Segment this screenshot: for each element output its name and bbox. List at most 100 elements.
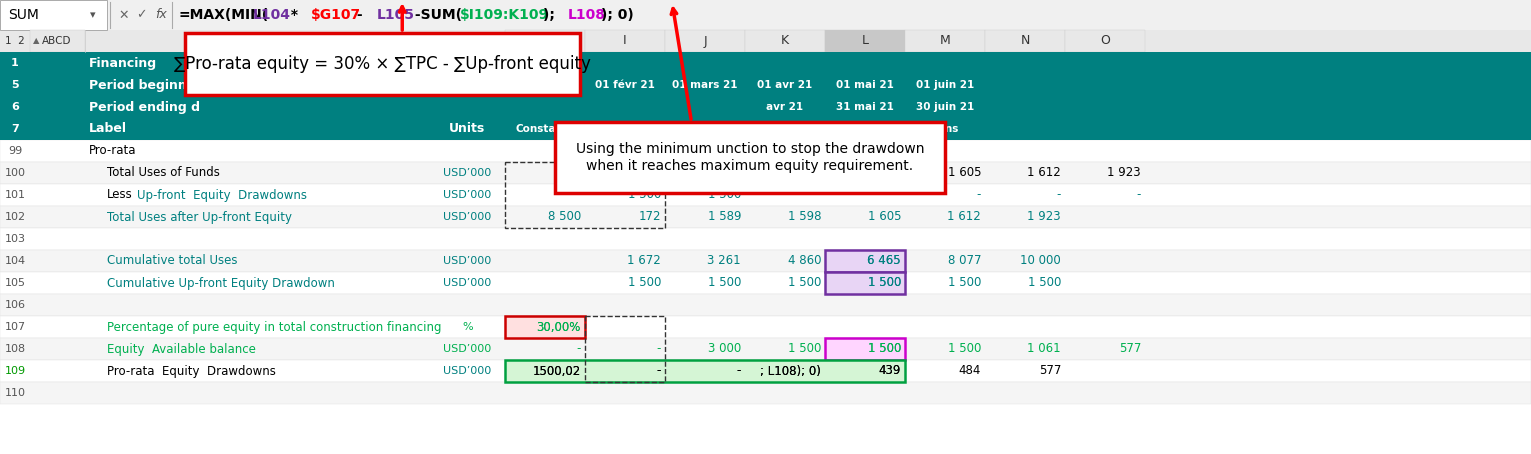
Text: -: - [657,365,661,377]
Text: 1 923: 1 923 [1027,211,1061,223]
Bar [505,162,664,228]
Bar [585,30,664,52]
Text: J: J [703,35,707,48]
Bar [0,316,1531,338]
Text: ✕: ✕ [118,9,129,21]
Text: ▲: ▲ [34,36,40,45]
Text: 104: 104 [5,256,26,266]
Text: 100: 100 [5,168,26,178]
Text: 108: 108 [5,344,26,354]
Text: ∑Pro-rata equity = 30% × ∑TPC - ∑Up-front equity: ∑Pro-rata equity = 30% × ∑TPC - ∑Up-fron… [175,55,591,73]
Text: fx: fx [155,9,167,21]
Text: ; L108); 0): ; L108); 0) [759,365,821,377]
Text: ); 0): ); 0) [602,8,634,22]
Text: Up-front  Equity  Drawdowns: Up-front Equity Drawdowns [136,188,308,202]
Text: 01 juin 21: 01 juin 21 [916,80,974,90]
Text: 109: 109 [5,366,26,376]
Text: 439: 439 [879,365,902,377]
Text: 6 465: 6 465 [868,255,902,267]
Text: 1500,02: 1500,02 [533,365,580,377]
Text: I: I [623,35,626,48]
Text: 577: 577 [1038,365,1061,377]
Text: M: M [940,35,951,48]
Text: Constants: Constants [516,124,574,134]
Text: %: % [462,322,473,332]
Text: 01 mai 21: 01 mai 21 [836,80,894,90]
Bar [984,30,1066,52]
Text: ns: ns [778,124,792,134]
Text: 1 923: 1 923 [1107,167,1141,179]
Text: USD’000: USD’000 [444,190,491,200]
Text: -: - [352,8,367,22]
Text: -: - [977,188,981,202]
Bar [0,206,1531,228]
Bar [0,338,1531,360]
Text: ABCD: ABCD [41,36,72,46]
Text: 01 févr 21: 01 févr 21 [596,80,655,90]
Text: 01 avr 21: 01 avr 21 [758,80,813,90]
Text: 10 000: 10 000 [1020,255,1061,267]
Text: Percentage of pure equity in total construction financing: Percentage of pure equity in total const… [107,321,441,334]
Text: N: N [1020,35,1030,48]
Text: 1 500: 1 500 [868,276,902,290]
Bar [825,30,905,52]
Text: -: - [816,188,821,202]
Text: );: ); [544,8,560,22]
Text: 30,00%: 30,00% [537,321,580,334]
Text: 105: 105 [5,278,26,288]
Text: Cons: Cons [851,124,879,134]
Text: 1 061: 1 061 [1027,342,1061,355]
Bar [0,118,1531,140]
Text: =MAX(MIN(: =MAX(MIN( [178,8,268,22]
Text: Cumulative total Uses: Cumulative total Uses [107,255,237,267]
Text: Period ending d: Period ending d [89,100,201,114]
Text: USD’000: USD’000 [444,344,491,354]
Bar [0,250,1531,272]
Text: 01 janv 21: 01 janv 21 [514,80,576,90]
Bar [0,360,1531,382]
Bar [0,0,1531,30]
Bar [585,316,664,382]
Text: 1 605: 1 605 [948,167,981,179]
Text: 1 500: 1 500 [868,342,902,355]
Text: -: - [736,365,741,377]
Bar [0,0,107,30]
Text: Cons: Cons [931,124,960,134]
Text: 1 500: 1 500 [628,276,661,290]
Text: L104: L104 [253,8,291,22]
Text: Less: Less [107,188,133,202]
Text: 172: 172 [638,211,661,223]
Text: -SUM(: -SUM( [410,8,462,22]
Text: 1 612: 1 612 [948,211,981,223]
Text: 102: 102 [5,212,26,222]
Text: Financing: Financing [89,56,158,69]
Text: Equity  Available balance: Equity Available balance [107,342,256,355]
Text: USD’000: USD’000 [444,366,491,376]
Text: Label: Label [89,123,127,135]
Text: Pro-rata  Equity  Drawdowns: Pro-rata Equity Drawdowns [107,365,276,377]
Text: 1 500: 1 500 [787,276,821,290]
Text: $I109:K109: $I109:K109 [461,8,550,22]
Text: 8 500: 8 500 [548,211,580,223]
Text: 31 mai 21: 31 mai 21 [836,102,894,112]
Text: 30,00%: 30,00% [537,321,580,334]
Text: ▾: ▾ [90,10,95,20]
Text: SUM: SUM [8,8,38,22]
Text: USD’000: USD’000 [444,212,491,222]
FancyBboxPatch shape [556,122,945,193]
Text: 110: 110 [5,388,26,398]
Text: avr 21: avr 21 [767,102,804,112]
Text: 01 mars 21: 01 mars 21 [672,80,738,90]
FancyBboxPatch shape [185,33,580,95]
Text: 99: 99 [8,146,21,156]
Text: -: - [657,342,661,355]
Bar [825,338,905,360]
Text: 1 500: 1 500 [628,188,661,202]
Text: Pro-rata: Pro-rata [89,144,136,158]
Text: -: - [577,342,580,355]
Bar [0,30,1531,52]
Text: 30 juin 21: 30 juin 21 [916,102,974,112]
Text: USD’000: USD’000 [444,168,491,178]
Bar [505,360,905,382]
Text: 1 500: 1 500 [1027,276,1061,290]
